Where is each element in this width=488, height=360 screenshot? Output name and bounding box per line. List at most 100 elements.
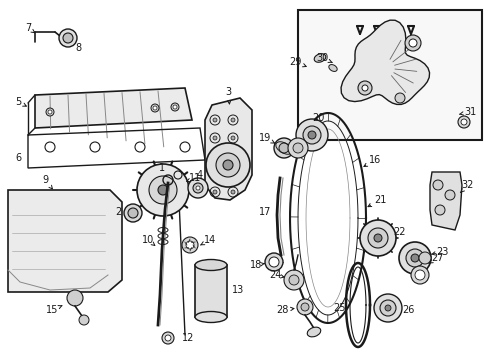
Text: 27: 27 <box>431 253 443 263</box>
Circle shape <box>164 335 171 341</box>
Text: 23: 23 <box>435 247 447 257</box>
Circle shape <box>418 252 430 264</box>
Circle shape <box>379 300 395 316</box>
Circle shape <box>153 106 157 110</box>
Circle shape <box>48 110 52 114</box>
Circle shape <box>216 153 240 177</box>
Circle shape <box>196 186 200 190</box>
Text: 29: 29 <box>288 57 301 67</box>
Text: 1: 1 <box>159 163 165 173</box>
Circle shape <box>185 241 194 249</box>
Circle shape <box>230 136 235 140</box>
Text: 26: 26 <box>401 305 413 315</box>
Ellipse shape <box>306 327 320 337</box>
Text: 8: 8 <box>75 43 81 53</box>
Bar <box>297 10 481 140</box>
Text: 5: 5 <box>15 97 21 107</box>
Text: 4: 4 <box>197 170 203 180</box>
Circle shape <box>149 176 177 204</box>
Circle shape <box>394 93 404 103</box>
Circle shape <box>213 154 217 158</box>
Circle shape <box>173 105 177 109</box>
Text: 13: 13 <box>231 285 244 295</box>
Text: 22: 22 <box>393 227 406 237</box>
Circle shape <box>137 164 189 216</box>
Circle shape <box>63 33 73 43</box>
Polygon shape <box>8 190 122 292</box>
Text: 18: 18 <box>249 260 262 270</box>
Ellipse shape <box>195 311 226 323</box>
Circle shape <box>303 126 320 144</box>
Circle shape <box>410 254 418 262</box>
Circle shape <box>295 119 327 151</box>
Circle shape <box>361 85 367 91</box>
Circle shape <box>288 275 298 285</box>
Circle shape <box>158 185 168 195</box>
Polygon shape <box>35 88 192 128</box>
Text: 11: 11 <box>188 173 201 183</box>
Circle shape <box>434 205 444 215</box>
Text: 25: 25 <box>333 303 346 313</box>
Circle shape <box>230 118 235 122</box>
Circle shape <box>171 103 179 111</box>
Circle shape <box>59 29 77 47</box>
Text: 2: 2 <box>115 207 121 217</box>
Circle shape <box>408 39 416 47</box>
Ellipse shape <box>314 54 325 62</box>
Text: 19: 19 <box>258 133 270 143</box>
Circle shape <box>193 183 203 193</box>
Circle shape <box>264 253 283 271</box>
Circle shape <box>268 257 279 267</box>
Text: 24: 24 <box>268 270 281 280</box>
Circle shape <box>384 305 390 311</box>
Text: 17: 17 <box>258 207 271 217</box>
Polygon shape <box>429 172 461 230</box>
Circle shape <box>405 249 423 267</box>
Text: 31: 31 <box>463 107 475 117</box>
Text: 21: 21 <box>373 195 386 205</box>
Circle shape <box>213 172 217 176</box>
Circle shape <box>301 303 308 311</box>
Text: 30: 30 <box>315 53 327 63</box>
Circle shape <box>213 190 217 194</box>
Circle shape <box>444 190 454 200</box>
Bar <box>195 265 226 317</box>
Circle shape <box>373 294 401 322</box>
Text: 28: 28 <box>275 305 287 315</box>
Circle shape <box>367 228 387 248</box>
Circle shape <box>67 290 83 306</box>
Circle shape <box>287 138 307 158</box>
Text: 9: 9 <box>42 175 48 185</box>
Text: 32: 32 <box>461 180 473 190</box>
Polygon shape <box>204 98 251 200</box>
Circle shape <box>307 131 315 139</box>
Text: 20: 20 <box>311 113 324 123</box>
Circle shape <box>460 119 466 125</box>
Circle shape <box>213 118 217 122</box>
Circle shape <box>279 143 288 153</box>
Text: 14: 14 <box>203 235 216 245</box>
Circle shape <box>223 160 232 170</box>
Circle shape <box>296 299 312 315</box>
Text: 16: 16 <box>368 155 380 165</box>
Text: 12: 12 <box>182 333 194 343</box>
Circle shape <box>414 270 424 280</box>
Text: 6: 6 <box>15 153 21 163</box>
Circle shape <box>230 190 235 194</box>
Circle shape <box>46 108 54 116</box>
Text: 3: 3 <box>224 87 231 97</box>
Circle shape <box>162 332 174 344</box>
Circle shape <box>213 136 217 140</box>
Ellipse shape <box>195 260 226 270</box>
Polygon shape <box>340 20 428 104</box>
Circle shape <box>187 178 207 198</box>
Circle shape <box>357 81 371 95</box>
Circle shape <box>79 315 89 325</box>
Circle shape <box>398 242 430 274</box>
Circle shape <box>128 208 138 218</box>
Circle shape <box>359 220 395 256</box>
Circle shape <box>410 266 428 284</box>
Circle shape <box>182 237 198 253</box>
Circle shape <box>273 138 293 158</box>
Text: 15: 15 <box>46 305 58 315</box>
